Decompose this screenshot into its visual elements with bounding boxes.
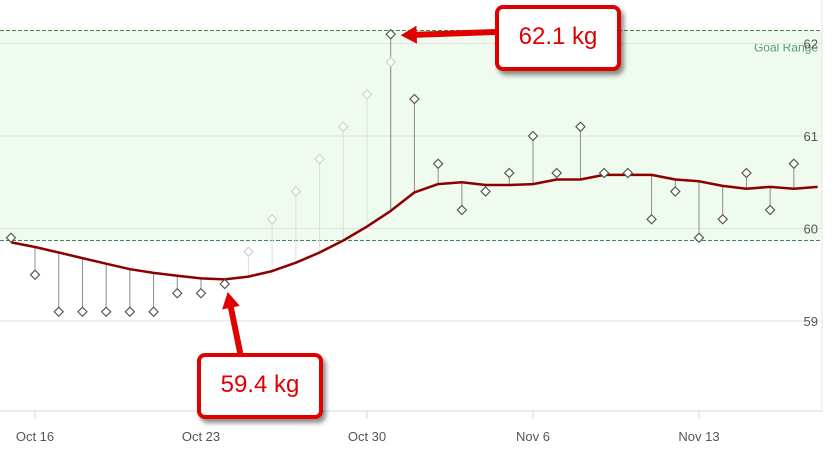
measurement-marker xyxy=(717,213,729,225)
y-tick-label: 59 xyxy=(804,314,818,329)
measurement-marker xyxy=(646,213,657,225)
measurement-marker xyxy=(741,167,752,179)
measurement-marker xyxy=(456,204,468,216)
y-tick-label: 62 xyxy=(804,37,818,52)
measurement-marker xyxy=(409,93,420,105)
measurement-marker xyxy=(527,130,539,142)
x-tick-label: Nov 6 xyxy=(516,429,550,444)
measurement-marker xyxy=(551,167,563,179)
measurement-marker xyxy=(575,121,586,133)
measurement-marker xyxy=(100,306,112,318)
measurement-marker xyxy=(5,232,17,244)
measurement-marker xyxy=(53,306,65,318)
annotation-max-arrow-shaft xyxy=(413,29,498,38)
x-tick-label: Oct 30 xyxy=(348,429,386,444)
measurement-marker xyxy=(693,232,705,244)
measurement-marker xyxy=(503,167,515,179)
measurement-marker xyxy=(385,28,397,40)
measurement-marker xyxy=(788,158,800,170)
estimate-marker xyxy=(243,246,254,257)
measurement-marker xyxy=(148,306,159,318)
measurement-marker xyxy=(124,306,136,318)
x-tick-label: Oct 23 xyxy=(182,429,220,444)
annotation-min-arrow-shaft xyxy=(227,304,243,355)
goal-range-label: Goal Range xyxy=(754,41,818,55)
measurement-marker xyxy=(432,158,444,170)
y-tick-label: 60 xyxy=(804,222,818,237)
measurement-marker xyxy=(29,269,41,281)
x-tick-label: Nov 13 xyxy=(678,429,719,444)
estimate-marker xyxy=(290,186,302,197)
estimate-marker xyxy=(337,121,349,133)
estimate-marker xyxy=(361,89,373,100)
estimate-marker xyxy=(266,213,278,225)
measurement-marker xyxy=(622,167,634,179)
measurement-marker xyxy=(669,186,681,197)
annotation-min-label: 59.4 kg xyxy=(220,371,300,398)
estimate-marker xyxy=(314,153,325,165)
y-tick-label: 61 xyxy=(804,129,818,144)
measurement-marker xyxy=(195,287,207,299)
annotation-min-callout: 59.4 kg xyxy=(197,353,323,419)
measurement-marker xyxy=(171,287,183,299)
trend-line xyxy=(11,173,818,281)
measurement-marker xyxy=(764,204,776,216)
annotation-max-arrow-head xyxy=(400,25,418,44)
estimate-marker xyxy=(385,56,397,68)
measurement-marker xyxy=(77,306,88,318)
measurement-marker xyxy=(598,167,610,179)
annotation-min-arrow-head xyxy=(222,292,240,310)
annotation-max-callout: 62.1 kg xyxy=(495,5,621,71)
measurement-marker xyxy=(480,186,491,197)
annotation-max-label: 62.1 kg xyxy=(518,23,598,50)
x-tick-label: Oct 16 xyxy=(16,429,54,444)
measurement-marker xyxy=(219,278,231,290)
